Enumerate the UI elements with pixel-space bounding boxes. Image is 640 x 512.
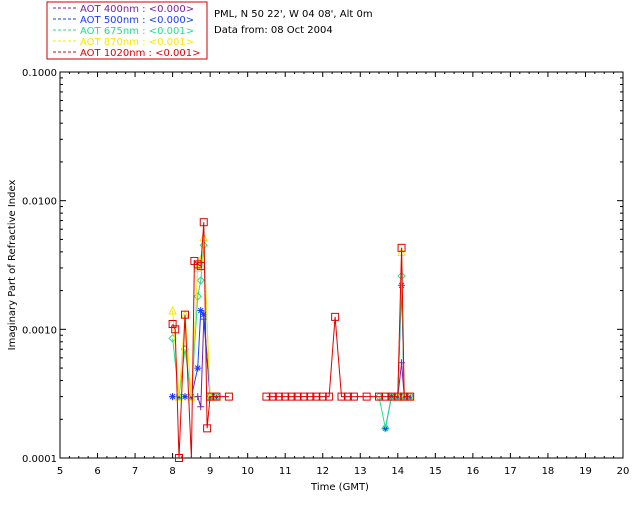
legend: AOT 400nm : <0.000>AOT 500nm : <0.000>AO… bbox=[46, 1, 208, 60]
y-axis: 0.0001 0.0010 0.0100 0.1000 bbox=[22, 68, 623, 465]
data-point bbox=[194, 364, 202, 372]
data-point bbox=[400, 392, 409, 401]
data-point bbox=[193, 292, 202, 301]
data-point bbox=[224, 392, 233, 401]
x-tick-label: 13 bbox=[354, 466, 367, 477]
data-point bbox=[375, 392, 384, 401]
data-point bbox=[337, 392, 346, 401]
data-point bbox=[325, 392, 334, 401]
legend-entry: AOT 675nm : <0.001> bbox=[80, 26, 194, 37]
data-point bbox=[203, 424, 212, 433]
data-point bbox=[180, 310, 189, 319]
data-point bbox=[306, 392, 315, 401]
x-tick-label: 10 bbox=[241, 466, 254, 477]
x-tick-label: 18 bbox=[542, 466, 555, 477]
legend-entry: AOT 1020nm : <0.001> bbox=[80, 48, 200, 59]
y-axis-label: Imaginary Part of Refractive Index bbox=[7, 180, 18, 351]
data-point bbox=[187, 391, 196, 401]
y-tick-label: 0.0001 bbox=[22, 454, 57, 465]
data-point bbox=[397, 271, 406, 281]
data-point bbox=[393, 392, 402, 401]
x-tick-label: 7 bbox=[132, 466, 138, 477]
x-tick-label: 20 bbox=[617, 466, 630, 477]
data-point bbox=[200, 311, 208, 319]
data-point bbox=[406, 392, 415, 401]
data-point bbox=[293, 392, 302, 401]
x-tick-label: 6 bbox=[94, 466, 100, 477]
series-aot1020 bbox=[168, 218, 415, 462]
data-point bbox=[281, 392, 290, 401]
y-tick-label: 0.0010 bbox=[22, 325, 57, 336]
data-point bbox=[197, 403, 205, 411]
x-tick-label: 12 bbox=[316, 466, 329, 477]
x-tick-label: 11 bbox=[279, 466, 292, 477]
date-info: Data from: 08 Oct 2004 bbox=[214, 25, 333, 36]
site-info: PML, N 50 22', W 04 08', Alt 0m bbox=[214, 9, 373, 20]
x-tick-label: 5 bbox=[57, 466, 63, 477]
data-point bbox=[387, 392, 396, 401]
x-tick-label: 19 bbox=[579, 466, 592, 477]
data-point bbox=[397, 243, 406, 252]
x-tick-label: 14 bbox=[391, 466, 404, 477]
data-point bbox=[381, 424, 390, 433]
data-point bbox=[171, 325, 180, 334]
data-point bbox=[299, 392, 308, 401]
data-point bbox=[262, 392, 271, 401]
data-point bbox=[168, 320, 177, 329]
series-layer bbox=[168, 218, 415, 462]
x-tick-label: 8 bbox=[169, 466, 175, 477]
data-point bbox=[381, 392, 390, 401]
data-point bbox=[199, 218, 208, 227]
y-tick-label: 0.1000 bbox=[22, 68, 57, 79]
legend-entry: AOT 500nm : <0.000> bbox=[80, 15, 194, 26]
data-point bbox=[362, 392, 371, 401]
data-point bbox=[196, 262, 205, 271]
data-point bbox=[212, 392, 221, 401]
x-tick-label: 16 bbox=[466, 466, 479, 477]
data-point bbox=[181, 393, 189, 401]
legend-entry: AOT 400nm : <0.000> bbox=[80, 4, 194, 15]
data-point bbox=[274, 392, 283, 401]
y-tick-label: 0.0100 bbox=[22, 197, 57, 208]
data-point bbox=[197, 307, 205, 315]
data-point bbox=[318, 392, 327, 401]
data-point bbox=[349, 392, 358, 401]
series-line bbox=[266, 247, 411, 398]
series-line bbox=[378, 275, 411, 429]
legend-entry: AOT 870nm : <0.001> bbox=[80, 37, 194, 48]
data-point bbox=[331, 312, 340, 321]
data-point bbox=[268, 392, 277, 401]
legend-items: AOT 400nm : <0.000>AOT 500nm : <0.000>AO… bbox=[53, 4, 200, 59]
data-point bbox=[287, 392, 296, 401]
x-tick-label: 9 bbox=[207, 466, 213, 477]
data-point bbox=[196, 276, 205, 285]
x-axis: 5 6 7 8 9 10 11 12 13 14 15 16 17 18 19 20 bbox=[57, 72, 630, 477]
data-point bbox=[174, 454, 183, 462]
x-tick-label: 15 bbox=[429, 466, 442, 477]
data-point bbox=[169, 393, 177, 401]
x-axis-label: Time (GMT) bbox=[310, 482, 369, 493]
data-point bbox=[343, 392, 352, 401]
data-point bbox=[206, 392, 215, 401]
data-point bbox=[168, 305, 177, 315]
data-point bbox=[312, 392, 321, 401]
x-tick-label: 17 bbox=[504, 466, 517, 477]
